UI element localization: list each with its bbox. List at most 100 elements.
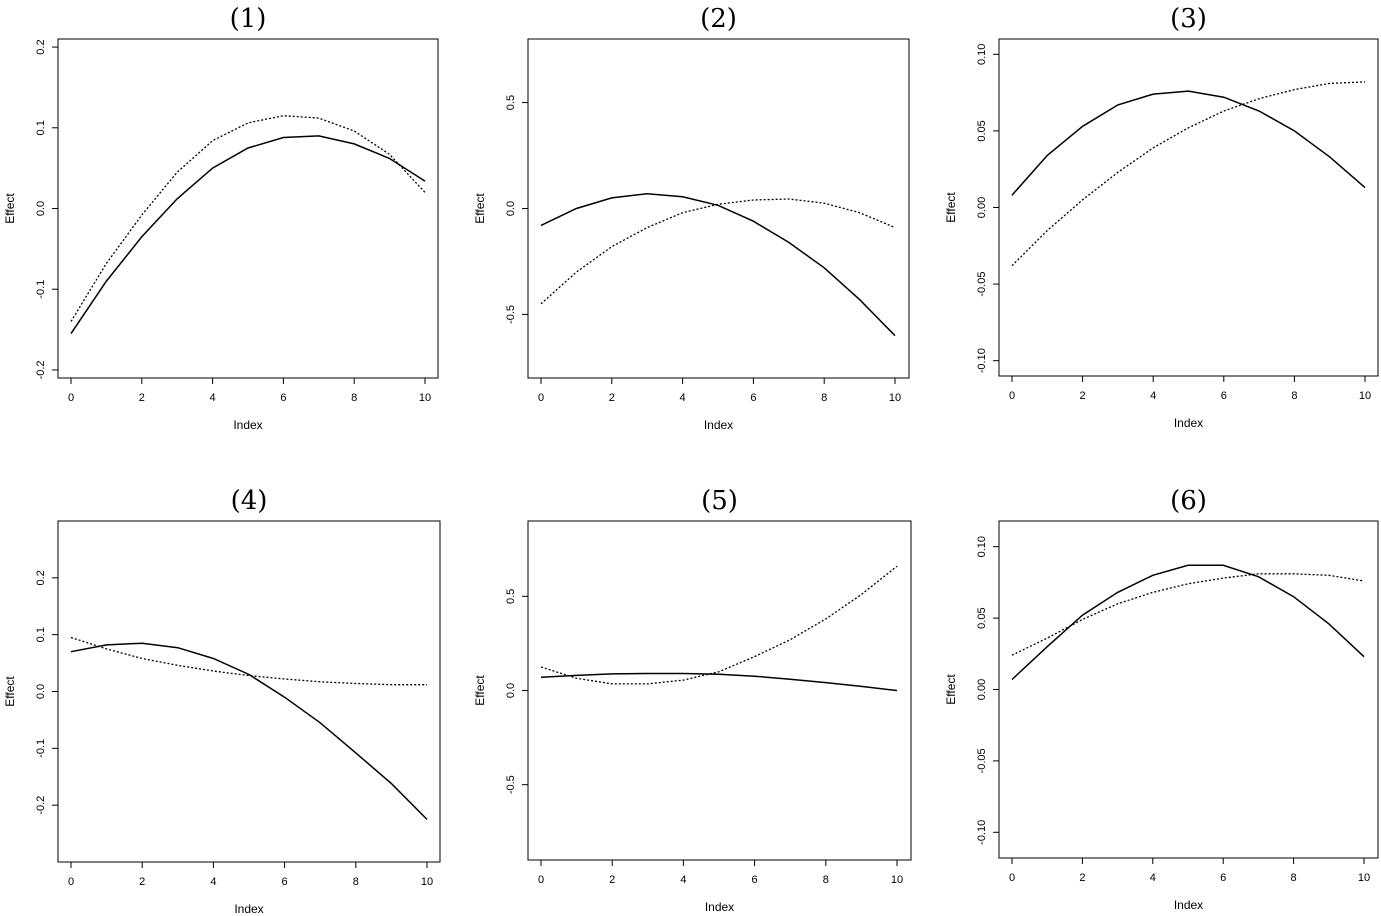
y-axis-label: Effect xyxy=(3,676,17,707)
y-tick-label: 0.00 xyxy=(976,679,988,700)
x-tick-label: 2 xyxy=(139,876,145,888)
x-tick-label: 4 xyxy=(210,392,216,404)
plot-frame xyxy=(57,38,439,379)
x-tick-label: 0 xyxy=(68,392,74,404)
x-tick-label: 0 xyxy=(1009,872,1015,884)
x-tick-label: 6 xyxy=(750,392,756,404)
series-dotted-line xyxy=(540,565,898,685)
x-tick-label: 10 xyxy=(419,392,431,404)
x-tick-label: 6 xyxy=(280,392,286,404)
x-tick-label: 2 xyxy=(609,874,615,886)
panel-title: (5) xyxy=(701,486,738,516)
x-tick-label: 0 xyxy=(1009,390,1015,402)
x-axis-label: Index xyxy=(233,418,262,432)
y-tick-label: 0.10 xyxy=(976,44,988,65)
panel-title: (1) xyxy=(230,4,267,34)
y-tick-label: -0.10 xyxy=(976,820,988,845)
series-solid-line xyxy=(70,642,428,820)
x-axis-label: Index xyxy=(704,418,733,432)
y-tick-label: 0.5 xyxy=(505,95,517,110)
x-tick-label: 10 xyxy=(1359,390,1371,402)
x-tick-label: 0 xyxy=(68,876,74,888)
panel-6: (6) 0 2 4 6 8 10 -0.10 -0.05 0.00 0.05 0.10 Index Eff… xyxy=(944,486,1379,912)
x-tick-label: 6 xyxy=(1221,390,1227,402)
x-tick-label: 2 xyxy=(1079,872,1085,884)
x-axis-label: Index xyxy=(1174,898,1203,912)
x-tick-label: 0 xyxy=(538,874,544,886)
y-tick-label: 0.0 xyxy=(35,684,47,699)
x-axis-label: Index xyxy=(1174,416,1203,430)
x-tick-label: 4 xyxy=(680,392,686,404)
y-tick-label: 0.2 xyxy=(35,39,47,54)
x-tick-label: 8 xyxy=(823,874,829,886)
series-solid-line xyxy=(540,672,898,692)
x-tick-label: 10 xyxy=(889,392,901,404)
panel-3: (3) 0 2 4 6 8 10 -0.10 -0.05 0.00 0.05 0.10 Index Eff… xyxy=(944,4,1379,430)
series-dotted-line xyxy=(1011,81,1366,267)
y-tick-label: 0.2 xyxy=(35,570,47,585)
panel-title: (2) xyxy=(700,4,737,34)
panel-title: (3) xyxy=(1170,4,1207,34)
y-tick-label: -0.05 xyxy=(976,272,988,297)
y-axis-label: Effect xyxy=(944,674,958,705)
y-tick-label: -0.1 xyxy=(35,739,47,758)
x-tick-label: 8 xyxy=(821,392,827,404)
panel-4: (4) 0 2 4 6 8 10 -0.2 -0.1 0.0 0.1 0.2 Index Effect xyxy=(3,486,441,916)
y-tick-label: -0.2 xyxy=(35,796,47,815)
panel-title: (4) xyxy=(231,486,268,516)
panel-title: (6) xyxy=(1170,486,1207,516)
x-tick-label: 4 xyxy=(210,876,216,888)
series-solid-line xyxy=(540,192,896,337)
panel-2: (2) 0 2 4 6 8 10 -0.5 0.0 0.5 Index Effect xyxy=(473,4,910,432)
y-tick-label: 0.5 xyxy=(505,589,517,604)
x-tick-label: 4 xyxy=(680,874,686,886)
y-tick-label: -0.2 xyxy=(35,360,47,379)
series-dotted-line xyxy=(540,198,896,305)
x-tick-label: 8 xyxy=(351,392,357,404)
plot-frame xyxy=(57,520,441,863)
y-tick-label: 0.05 xyxy=(976,120,988,141)
x-tick-label: 0 xyxy=(538,392,544,404)
x-tick-label: 10 xyxy=(1358,872,1370,884)
y-axis-label: Effect xyxy=(473,193,487,224)
y-tick-label: 0.0 xyxy=(505,683,517,698)
y-tick-label: -0.10 xyxy=(976,348,988,373)
y-tick-label: 0.1 xyxy=(35,627,47,642)
x-tick-label: 2 xyxy=(1080,390,1086,402)
x-tick-label: 10 xyxy=(421,876,433,888)
x-tick-label: 2 xyxy=(139,392,145,404)
y-tick-label: 0.1 xyxy=(35,120,47,135)
y-tick-label: -0.05 xyxy=(976,748,988,773)
plot-frame xyxy=(527,38,910,379)
y-tick-label: 0.0 xyxy=(505,201,517,216)
plot-frame xyxy=(998,38,1379,377)
x-axis-label: Index xyxy=(234,902,263,916)
y-axis-label: Effect xyxy=(3,193,17,224)
series-dotted-line xyxy=(70,115,426,322)
y-tick-label: 0.00 xyxy=(976,197,988,218)
y-tick-label: -0.1 xyxy=(35,280,47,299)
y-tick-label: 0.05 xyxy=(976,607,988,628)
panel-1: (1) 0 2 4 6 8 10 -0.2 -0.1 0.0 0.1 0.2 Index Effect xyxy=(3,4,439,432)
y-axis-label: Effect xyxy=(944,192,958,223)
series-dotted-line xyxy=(70,636,427,686)
x-tick-label: 8 xyxy=(1291,872,1297,884)
x-tick-label: 6 xyxy=(1220,872,1226,884)
plot-frame xyxy=(527,520,912,861)
x-axis-label: Index xyxy=(705,900,734,914)
x-tick-label: 4 xyxy=(1150,872,1156,884)
y-tick-label: -0.5 xyxy=(505,775,517,794)
x-tick-label: 6 xyxy=(752,874,758,886)
x-tick-label: 8 xyxy=(353,876,359,888)
series-solid-line xyxy=(1011,564,1365,681)
x-tick-label: 2 xyxy=(609,392,615,404)
y-tick-label: 0.10 xyxy=(976,536,988,557)
x-tick-label: 8 xyxy=(1291,390,1297,402)
y-axis-label: Effect xyxy=(473,675,487,706)
y-tick-label: -0.5 xyxy=(505,305,517,324)
y-tick-label: 0.0 xyxy=(35,201,47,216)
x-tick-label: 10 xyxy=(891,874,903,886)
plot-frame xyxy=(998,520,1379,859)
series-solid-line xyxy=(70,135,426,335)
